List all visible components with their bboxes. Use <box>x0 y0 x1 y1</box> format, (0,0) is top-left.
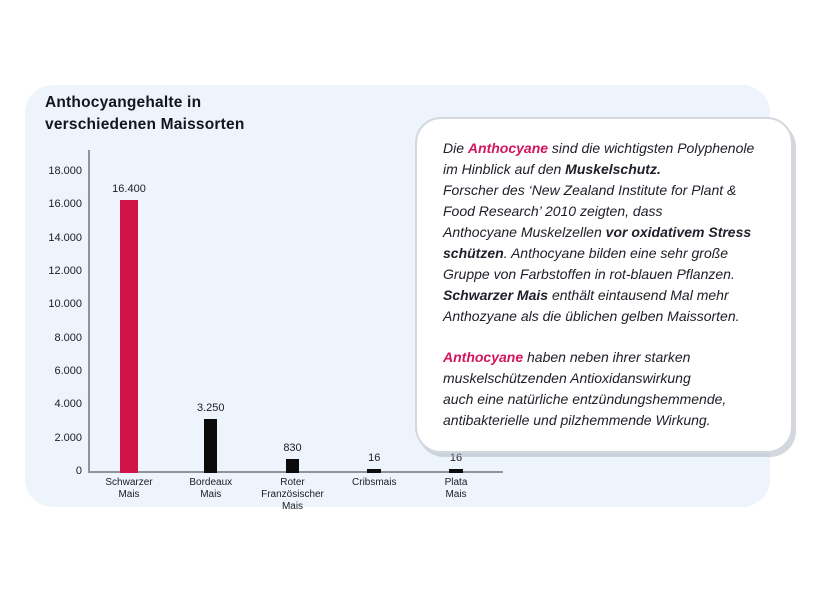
y-tick-label: 10.000 <box>48 298 82 311</box>
info-paragraph: Die Anthocyane sind die wichtigsten Poly… <box>443 138 767 327</box>
text-run: Forscher des ‘New Zealand Institute for … <box>443 182 737 240</box>
y-tick-label: 2.000 <box>54 431 82 444</box>
chart-title-line1: Anthocyangehalte in <box>45 94 202 111</box>
bar <box>204 418 218 473</box>
text-run: sind die wichtigsten Polyphenole im Hinb… <box>443 140 755 177</box>
y-tick-label: 6.000 <box>54 365 82 377</box>
y-tick-label: 18.000 <box>48 165 82 177</box>
y-tick-label: 4.000 <box>54 398 82 411</box>
category-label: Plata Mais <box>444 477 468 500</box>
info-card-text: Die Anthocyane sind die wichtigsten Poly… <box>443 138 767 431</box>
y-tick-label: 14.000 <box>48 231 82 244</box>
category-label: Roter Französischer Mais <box>261 477 324 512</box>
y-tick-label: 16.000 <box>48 198 82 211</box>
text-run: enthält eintausend Mal mehr Anthozyane a… <box>443 287 740 324</box>
highlighted-term: Anthocyane <box>467 140 549 156</box>
bar-value-label: 3.250 <box>196 401 225 414</box>
chart-title: Anthocyangehalte in verschiedenen Maisso… <box>45 92 245 136</box>
bar <box>367 469 382 473</box>
bar <box>286 459 299 473</box>
text-run: Die <box>443 140 468 156</box>
highlighted-term: Anthocyane <box>443 349 524 365</box>
bar-value-label: 16 <box>368 452 381 464</box>
y-tick-label: 8.000 <box>54 331 82 344</box>
info-card: Die Anthocyane sind die wichtigsten Poly… <box>415 117 793 453</box>
bar-value-label: 16 <box>449 452 463 464</box>
bar-value-label: 830 <box>283 442 302 455</box>
category-label: Cribsmais <box>352 477 397 488</box>
y-tick-label: 0 <box>75 465 82 477</box>
bar <box>120 199 138 473</box>
y-axis-line <box>88 150 90 473</box>
info-paragraph: Anthocyane haben neben ihrer starken mus… <box>443 347 767 431</box>
text-run: Schwarzer Mais <box>443 287 549 303</box>
text-run: haben neben ihrer starken muskelschützen… <box>443 349 727 428</box>
bar <box>449 469 463 473</box>
category-label: Schwarzer Mais <box>105 477 153 500</box>
text-run: . Anthocyane bilden eine sehr große Grup… <box>443 245 735 282</box>
bar-value-label: 16.400 <box>112 182 146 195</box>
y-tick-label: 12.000 <box>48 265 82 277</box>
text-run: vor oxidativem Stress schützen <box>443 224 752 261</box>
text-run: Muskelschutz. <box>565 161 661 177</box>
category-label: Bordeaux Mais <box>189 477 233 500</box>
chart-title-line2: verschiedenen Maissorten <box>45 116 245 133</box>
